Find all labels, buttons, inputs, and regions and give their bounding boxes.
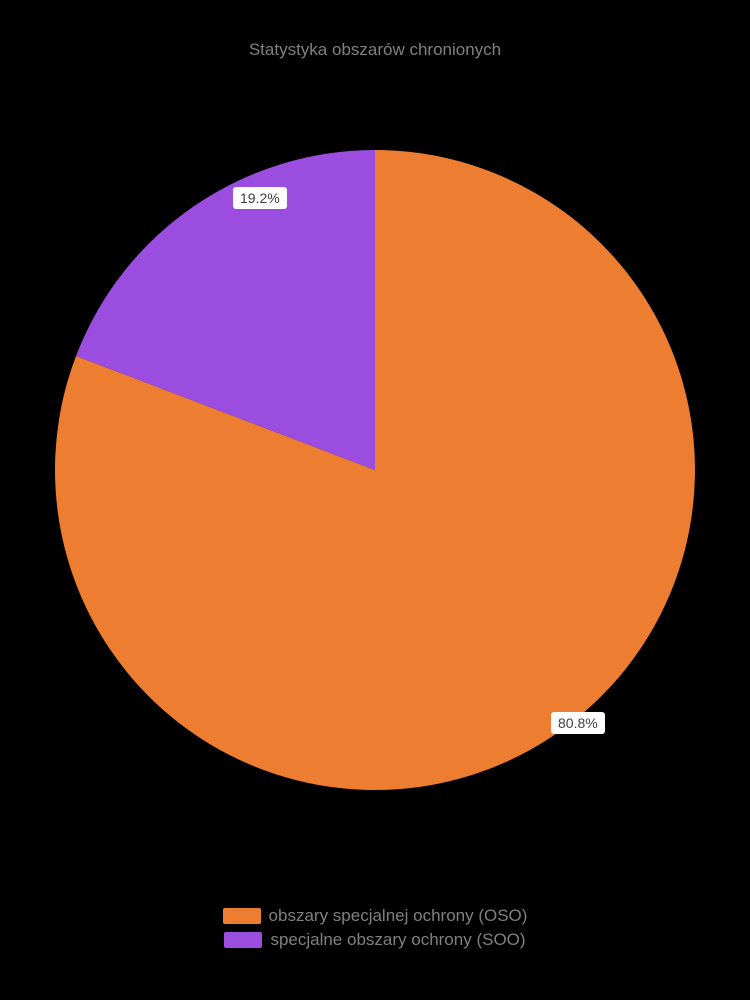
legend-swatch-oso [223, 908, 261, 924]
legend-label-oso: obszary specjalnej ochrony (OSO) [269, 906, 528, 926]
slice-label-oso: 80.8% [551, 712, 605, 734]
legend-swatch-soo [224, 932, 262, 948]
legend-label-soo: specjalne obszary ochrony (SOO) [270, 930, 525, 950]
pie-svg [55, 150, 695, 790]
pie-chart [55, 150, 695, 790]
slice-label-text: 19.2% [240, 190, 280, 206]
legend-item-soo: specjalne obszary ochrony (SOO) [224, 930, 525, 950]
legend: obszary specjalnej ochrony (OSO) specjal… [0, 906, 750, 950]
slice-label-soo: 19.2% [233, 187, 287, 209]
chart-title: Statystyka obszarów chronionych [0, 40, 750, 60]
slice-label-text: 80.8% [558, 715, 598, 731]
legend-item-oso: obszary specjalnej ochrony (OSO) [223, 906, 528, 926]
chart-container: Statystyka obszarów chronionych 80.8% 19… [0, 0, 750, 1000]
